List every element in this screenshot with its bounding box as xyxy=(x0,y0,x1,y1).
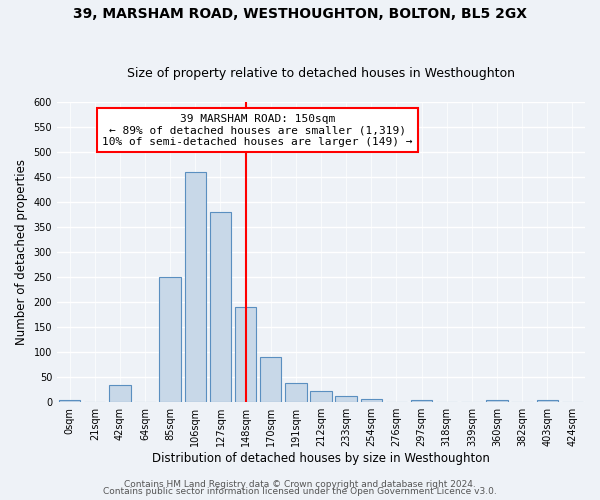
Text: 39, MARSHAM ROAD, WESTHOUGHTON, BOLTON, BL5 2GX: 39, MARSHAM ROAD, WESTHOUGHTON, BOLTON, … xyxy=(73,8,527,22)
Bar xyxy=(185,172,206,402)
Bar xyxy=(487,400,508,402)
Y-axis label: Number of detached properties: Number of detached properties xyxy=(15,159,28,345)
Bar xyxy=(411,400,432,402)
Bar xyxy=(361,398,382,402)
Text: 39 MARSHAM ROAD: 150sqm
← 89% of detached houses are smaller (1,319)
10% of semi: 39 MARSHAM ROAD: 150sqm ← 89% of detache… xyxy=(103,114,413,146)
X-axis label: Distribution of detached houses by size in Westhoughton: Distribution of detached houses by size … xyxy=(152,452,490,465)
Bar xyxy=(160,277,181,402)
Bar xyxy=(260,357,281,402)
Bar xyxy=(210,212,231,402)
Bar xyxy=(109,384,131,402)
Bar xyxy=(536,400,558,402)
Text: Contains public sector information licensed under the Open Government Licence v3: Contains public sector information licen… xyxy=(103,487,497,496)
Bar xyxy=(335,396,357,402)
Text: Contains HM Land Registry data © Crown copyright and database right 2024.: Contains HM Land Registry data © Crown c… xyxy=(124,480,476,489)
Bar xyxy=(235,307,256,402)
Bar xyxy=(285,383,307,402)
Title: Size of property relative to detached houses in Westhoughton: Size of property relative to detached ho… xyxy=(127,66,515,80)
Bar xyxy=(310,391,332,402)
Bar xyxy=(59,400,80,402)
